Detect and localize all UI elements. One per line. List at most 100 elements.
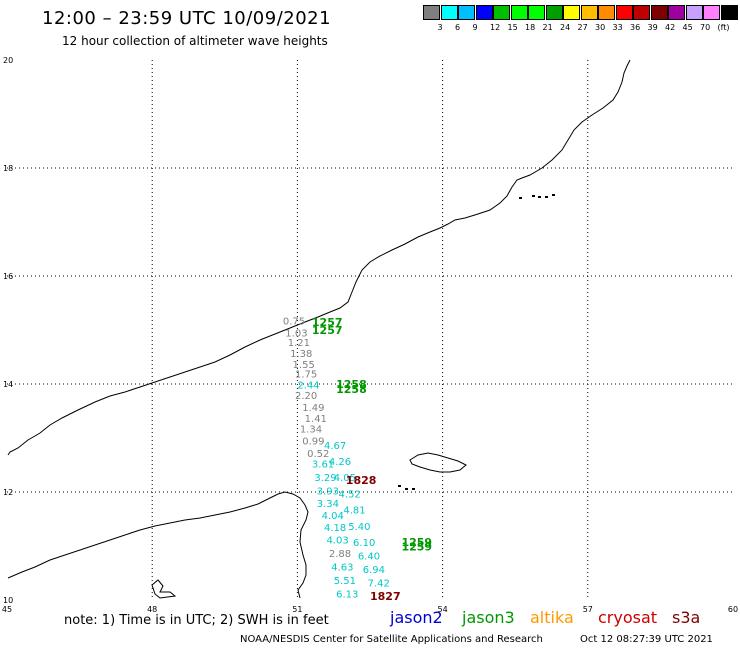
color-swatch: [615, 5, 633, 20]
legend-jason2: jason2: [390, 608, 443, 627]
wave-height-label: 4.18: [324, 523, 346, 534]
island-mark: [552, 194, 555, 196]
lon-tick-label: 60: [728, 605, 738, 614]
coastline-path: [7, 491, 309, 599]
color-scale-label: 18: [525, 23, 536, 32]
lat-tick-label: 10: [3, 596, 13, 605]
color-swatch: [475, 5, 493, 20]
axis-ticks: 45 48 51 54 57 60 20 18 16 14 12 10: [2, 56, 738, 614]
color-swatch: [703, 5, 720, 20]
wave-height-label: 3.34: [317, 499, 339, 510]
wave-height-label: 6.10: [353, 538, 375, 549]
color-swatch: [545, 5, 563, 20]
lon-tick-label: 48: [147, 605, 157, 614]
lat-tick-label: 12: [3, 488, 13, 497]
color-swatch: [563, 5, 580, 20]
color-scale-label: (ft): [717, 23, 730, 32]
wave-height-label: 2.20: [295, 391, 317, 402]
color-scale-label: 15: [507, 23, 518, 32]
color-scale-label: 39: [647, 23, 658, 32]
lat-tick-label: 14: [3, 380, 13, 389]
wave-height-label: 1.03: [285, 328, 307, 339]
color-scale-label: 36: [630, 23, 641, 32]
lon-tick-label: 54: [438, 605, 448, 614]
color-scale-label: 42: [665, 23, 676, 32]
wave-height-label: 0.75: [283, 317, 305, 328]
island-mark: [545, 196, 548, 198]
legend-cryosat: cryosat: [598, 608, 658, 627]
pass-time-label: 1257: [312, 324, 343, 337]
wave-height-label: 4.05: [334, 473, 356, 484]
wave-height-label: 1.75: [295, 370, 317, 381]
color-scale-label: 27: [577, 23, 588, 32]
wave-height-label: 4.81: [343, 506, 365, 517]
color-swatch: [720, 5, 738, 20]
pass-time-label: 1827: [370, 590, 401, 603]
wave-height-label: 4.03: [326, 535, 348, 546]
island-mark: [519, 197, 522, 199]
color-swatch: [598, 5, 615, 20]
coastline: [7, 59, 631, 599]
wave-height-label: 3.93: [317, 487, 339, 498]
wave-height-label: 4.26: [329, 457, 351, 468]
wave-height-label: 1.55: [293, 360, 315, 371]
color-scale-label: 9: [472, 23, 478, 32]
wave-height-label: 7.42: [368, 579, 390, 590]
coastline-path: [7, 59, 631, 456]
wave-height-label: 1.41: [305, 414, 327, 425]
pass-time-label: 1828: [346, 474, 377, 487]
legend-altika: altika: [530, 608, 574, 627]
lat-tick-label: 16: [3, 272, 13, 281]
color-scale-label: 33: [612, 23, 623, 32]
wave-height-label: 4.52: [339, 489, 361, 500]
pass-time-label: 1258: [336, 383, 367, 396]
footnote: note: 1) Time is in UTC; 2) SWH is in fe…: [64, 613, 329, 628]
pass-time-label: 1258: [336, 378, 367, 391]
color-swatch: [528, 5, 545, 20]
color-scale-label: 70: [700, 23, 711, 32]
wave-height-label: 5.40: [348, 522, 370, 533]
color-swatch: [423, 5, 440, 20]
lon-tick-label: 51: [292, 605, 302, 614]
wave-height-label: 1.21: [288, 338, 310, 349]
color-swatch: [510, 5, 528, 20]
islet-path: [151, 579, 177, 599]
island-mark: [412, 488, 415, 490]
wave-height-label: 6.40: [358, 552, 380, 563]
pass-time-label: 1257: [312, 316, 343, 329]
color-scale-label: 45: [682, 23, 693, 32]
color-swatch: [685, 5, 703, 20]
color-scale-label: 30: [595, 23, 606, 32]
wave-height-label: 4.04: [322, 511, 344, 522]
color-scale-label: 21: [542, 23, 553, 32]
color-swatch: [633, 5, 650, 20]
wave-height-label: 3.29: [314, 473, 336, 484]
wave-height-label: 3.61: [312, 460, 334, 471]
color-swatch: [668, 5, 685, 20]
pass-time-label: 1259: [401, 540, 432, 553]
color-scale-label: 12: [490, 23, 501, 32]
color-scale-label: 24: [560, 23, 571, 32]
map-subtitle: 12 hour collection of altimeter wave hei…: [62, 34, 328, 48]
wave-height-label: 6.94: [363, 565, 385, 576]
island-mark: [532, 195, 535, 197]
color-swatch: [493, 5, 510, 20]
color-swatch: [458, 5, 475, 20]
wave-height-label: 1.49: [302, 403, 324, 414]
lat-tick-label: 20: [3, 56, 13, 65]
map-title: 12:00 – 23:59 UTC 10/09/2021: [42, 8, 332, 29]
color-swatch: [650, 5, 668, 20]
wave-height-label: 1.34: [300, 425, 322, 436]
wave-height-label: 5.51: [334, 576, 356, 587]
footer-credit: NOAA/NESDIS Center for Satellite Applica…: [240, 634, 543, 645]
wave-height-label: 0.99: [302, 436, 324, 447]
color-swatch: [440, 5, 458, 20]
pass-time-label: 1259: [401, 536, 432, 549]
lon-tick-label: 57: [583, 605, 593, 614]
wave-height-label: 4.63: [331, 562, 353, 573]
island-mark: [538, 196, 541, 198]
wave-height-label: 4.67: [324, 441, 346, 452]
wave-height-label: 1.38: [290, 349, 312, 360]
satellite-track: 0.751.031.211.381.551.752.442.201.491.41…: [283, 316, 432, 603]
